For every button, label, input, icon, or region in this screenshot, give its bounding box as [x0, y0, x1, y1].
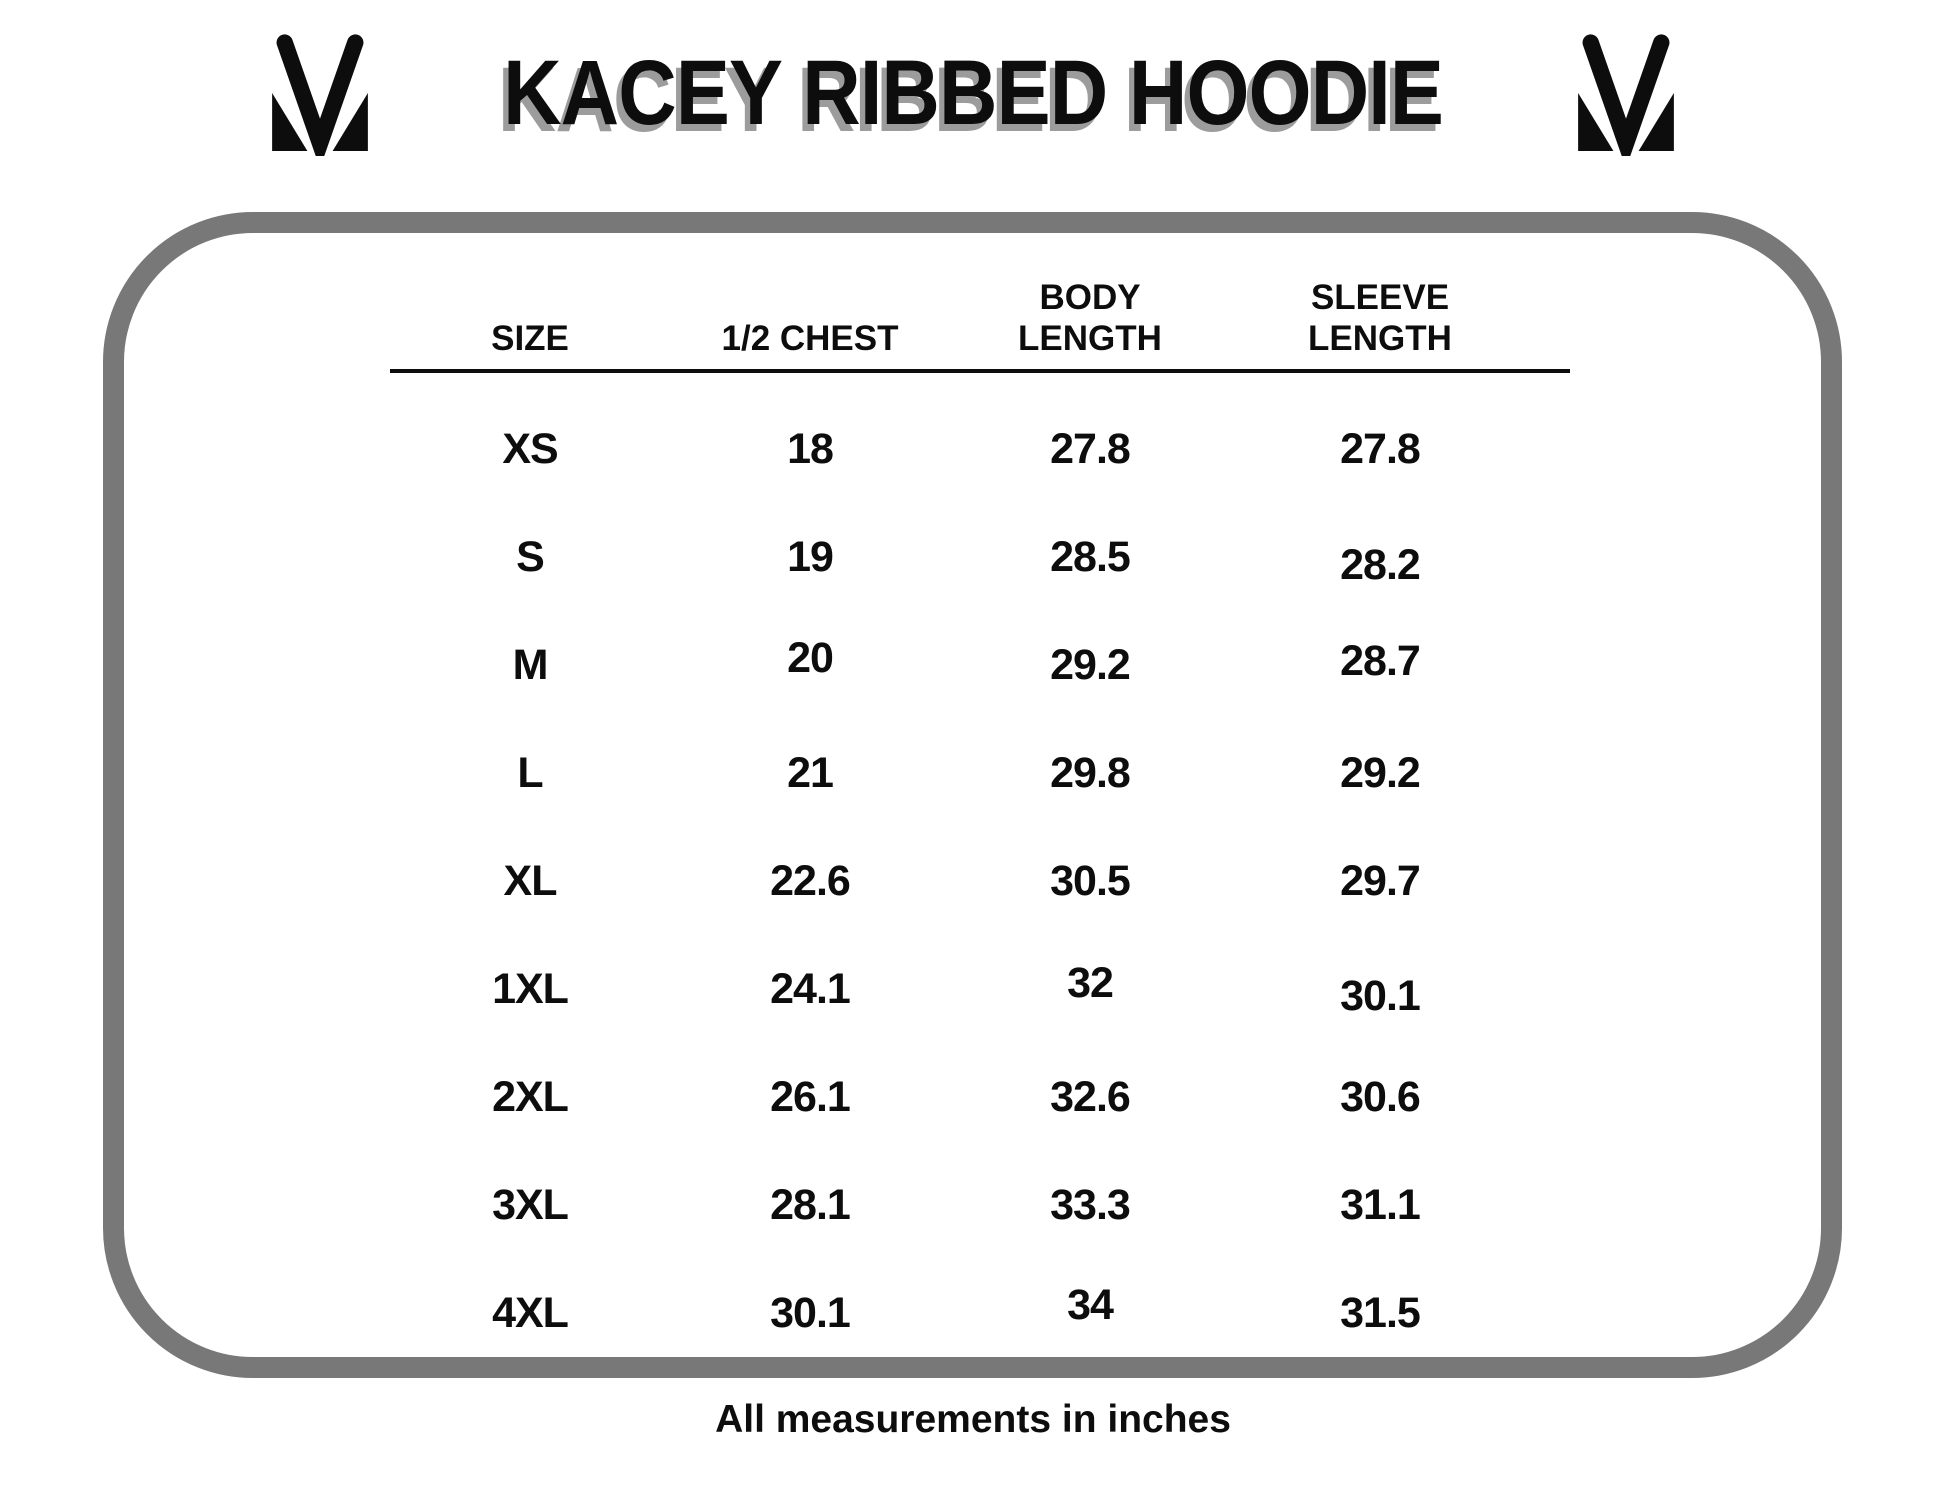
half-chest-value: 28.1	[770, 1180, 851, 1229]
column-header: SIZE	[491, 319, 569, 358]
sleeve-length-value: 31.1	[1340, 1180, 1421, 1229]
body-length-value: 30.5	[1050, 856, 1131, 905]
sleeve-length-value: 28.7	[1340, 636, 1421, 685]
sleeve-length-value: 29.2	[1340, 748, 1421, 797]
half-chest-value: 22.6	[770, 856, 851, 905]
size-label: L	[517, 748, 543, 797]
size-label: 2XL	[492, 1072, 569, 1121]
brand-header: KACEY RIBBED HOODIE	[0, 18, 1946, 168]
table-row: 1XL 24.1 32 30.1	[390, 935, 1530, 1043]
body-length-value: 28.5	[1050, 532, 1131, 581]
size-label: 1XL	[492, 964, 569, 1013]
header-divider	[390, 369, 1570, 373]
table-row: 2XL 26.1 32.6 30.6	[390, 1043, 1530, 1151]
column-header: 1/2 CHEST	[721, 319, 899, 358]
page-title: KACEY RIBBED HOODIE	[503, 41, 1444, 144]
size-chart-table: SIZE 1/2 CHEST BODY LENGTH SLEEVE LENGTH XS…	[390, 277, 1570, 1367]
table-row: 3XL 28.1 33.3 31.1	[390, 1151, 1530, 1259]
table-row: M 20 29.2 28.7	[390, 611, 1530, 719]
table-body: XS 18 27.8 27.8 S 19 28.5 28.2 M 20 29.2 28.7 L 21 29.…	[390, 395, 1530, 1367]
half-chest-value: 21	[787, 748, 834, 797]
table-row: XL 22.6 30.5 29.7	[390, 827, 1530, 935]
size-chart-panel: SIZE 1/2 CHEST BODY LENGTH SLEEVE LENGTH XS…	[103, 212, 1842, 1378]
size-label: XL	[503, 856, 558, 905]
body-length-value: 29.2	[1050, 640, 1131, 689]
body-length-value: 32	[1067, 958, 1114, 1007]
half-chest-value: 30.1	[770, 1288, 851, 1337]
body-length-value: 27.8	[1050, 424, 1131, 473]
sleeve-length-value: 27.8	[1340, 424, 1421, 473]
sleeve-length-value: 30.6	[1340, 1072, 1421, 1121]
table-row: L 21 29.8 29.2	[390, 719, 1530, 827]
size-label: S	[516, 532, 545, 581]
half-chest-value: 19	[787, 532, 834, 581]
half-chest-value: 24.1	[770, 964, 851, 1013]
table-row: 4XL 30.1 34 31.5	[390, 1259, 1530, 1367]
half-chest-value: 26.1	[770, 1072, 851, 1121]
table-row: S 19 28.5 28.2	[390, 503, 1530, 611]
column-header: SLEEVE LENGTH	[1308, 278, 1452, 358]
mv-logo-icon	[1578, 34, 1674, 156]
mv-logo-icon	[272, 34, 368, 156]
body-length-value: 33.3	[1050, 1180, 1131, 1229]
table-row: XS 18 27.8 27.8	[390, 395, 1530, 503]
size-label: XS	[502, 424, 558, 473]
measurements-note: All measurements in inches	[715, 1398, 1231, 1441]
sleeve-length-value: 29.7	[1340, 856, 1421, 905]
table-header-row: SIZE 1/2 CHEST BODY LENGTH SLEEVE LENGTH	[390, 277, 1530, 359]
column-header: BODY LENGTH	[1018, 278, 1162, 358]
body-length-value: 29.8	[1050, 748, 1131, 797]
sleeve-length-value: 28.2	[1340, 540, 1421, 589]
size-label: 3XL	[492, 1180, 569, 1229]
size-label: M	[512, 640, 549, 689]
size-label: 4XL	[492, 1288, 569, 1337]
body-length-value: 32.6	[1050, 1072, 1131, 1121]
half-chest-value: 20	[787, 633, 834, 682]
body-length-value: 34	[1067, 1280, 1114, 1329]
sleeve-length-value: 31.5	[1340, 1288, 1421, 1337]
half-chest-value: 18	[787, 424, 834, 473]
sleeve-length-value: 30.1	[1340, 971, 1421, 1020]
